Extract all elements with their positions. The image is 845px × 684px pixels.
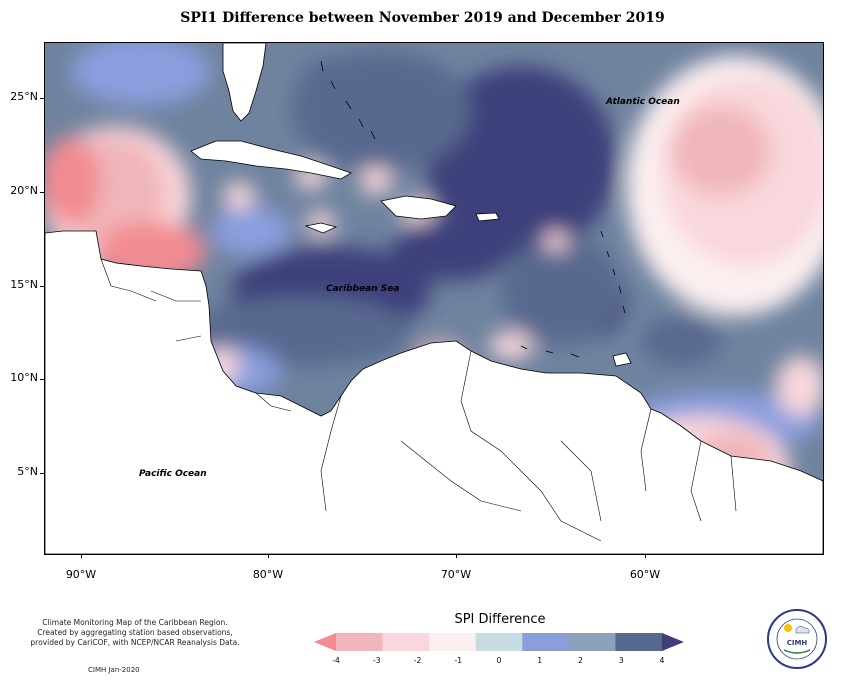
lat-tick-mark — [40, 379, 45, 380]
lon-tick-mark — [456, 553, 457, 558]
map-canvas[interactable]: Atlantic Ocean Caribbean Sea Pacific Oce… — [44, 42, 824, 555]
credit-line-2: Created by aggregating station based obs… — [37, 628, 233, 637]
legend-swatch — [382, 633, 430, 651]
lat-tick-25n: 25°N — [10, 90, 38, 103]
lat-tick-15n: 15°N — [10, 278, 38, 291]
credit-line-1: Climate Monitoring Map of the Caribbean … — [42, 618, 228, 627]
label-pacific-ocean: Pacific Ocean — [139, 469, 207, 479]
label-atlantic-ocean: Atlantic Ocean — [605, 97, 680, 107]
credit-date: CIMH Jan-2020 — [88, 666, 140, 674]
legend-swatch — [475, 633, 523, 651]
lon-tick-60w: 60°W — [629, 568, 661, 581]
florida — [222, 43, 267, 122]
small-islands — [320, 60, 626, 358]
lat-tick-mark — [40, 98, 45, 99]
map-title: SPI1 Difference between November 2019 an… — [180, 10, 665, 26]
label-caribbean-sea: Caribbean Sea — [326, 284, 399, 294]
credit-text: Climate Monitoring Map of the Caribbean … — [10, 618, 260, 648]
lat-tick-mark — [40, 286, 45, 287]
legend-tick-label: -3 — [373, 656, 381, 665]
legend-swatch — [314, 633, 336, 651]
landmasses — [45, 43, 823, 554]
cloud-icon — [795, 626, 810, 634]
credit-line-3: provided by CariCOF, with NCEP/NCAR Rean… — [30, 638, 240, 647]
legend-tick-label: -1 — [454, 656, 462, 665]
puerto-rico — [475, 212, 500, 222]
lat-tick-10n: 10°N — [10, 371, 38, 384]
spi-difference-map: Atlantic Ocean Caribbean Sea Pacific Oce… — [45, 43, 823, 554]
cuba — [190, 140, 352, 180]
wave-icon — [783, 649, 811, 654]
legend-tick-label: 4 — [659, 656, 665, 665]
legend-tick-label: 3 — [618, 656, 624, 665]
sun-icon — [784, 624, 792, 632]
trinidad — [612, 352, 632, 367]
lon-tick-mark — [268, 553, 269, 558]
legend-tick-label: -2 — [413, 656, 422, 665]
logo-text: CIMH — [787, 639, 808, 647]
legend-swatch — [615, 633, 663, 651]
legend-swatch — [522, 633, 570, 651]
lon-tick-80w: 80°W — [252, 568, 284, 581]
lon-tick-mark — [81, 553, 82, 558]
legend-swatch — [662, 633, 684, 651]
legend-colorbar — [314, 633, 684, 651]
legend-swatch — [568, 633, 616, 651]
legend-tick-label: 1 — [537, 656, 543, 665]
legend-swatch — [336, 633, 384, 651]
lon-tick-90w: 90°W — [65, 568, 97, 581]
legend-tick-label: -4 — [332, 656, 340, 665]
lat-tick-mark — [40, 192, 45, 193]
lat-tick-20n: 20°N — [10, 184, 38, 197]
legend-swatch — [429, 633, 477, 651]
cimh-logo: CIMH — [767, 609, 827, 669]
legend-title: SPI Difference — [454, 612, 546, 627]
legend-tick-label: 2 — [578, 656, 583, 665]
legend-tick-label: 0 — [496, 656, 502, 665]
hispaniola — [380, 195, 457, 220]
lat-tick-5n: 5°N — [17, 465, 38, 478]
jamaica — [304, 222, 338, 234]
lon-tick-70w: 70°W — [440, 568, 472, 581]
country-borders — [100, 258, 737, 542]
lon-tick-mark — [645, 553, 646, 558]
lat-tick-mark — [40, 473, 45, 474]
